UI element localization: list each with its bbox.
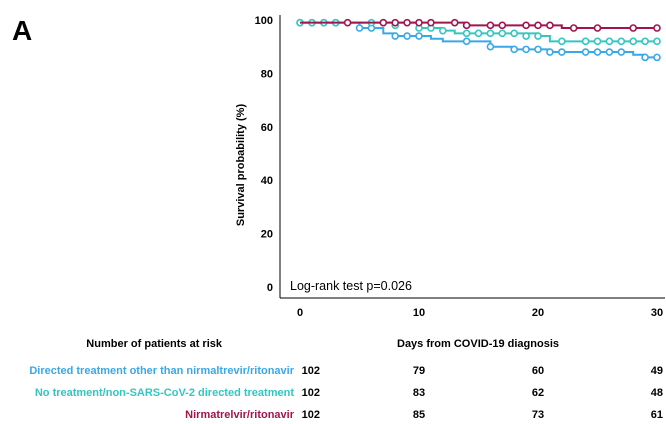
censor-marker bbox=[474, 29, 483, 38]
risk-row-label: No treatment/non-SARS-CoV-2 directed tre… bbox=[35, 387, 294, 399]
risk-value: 102 bbox=[302, 387, 320, 399]
risk-row-label: Directed treatment other than nirmaltrev… bbox=[29, 365, 294, 377]
censor-marker bbox=[534, 21, 542, 30]
risk-value: 102 bbox=[302, 409, 320, 421]
x-tick-label: 20 bbox=[532, 307, 544, 319]
censor-marker bbox=[653, 53, 661, 62]
censor-marker bbox=[557, 48, 566, 56]
risk-row-label: Nirmatrelvir/ritonavir bbox=[185, 409, 295, 421]
censor-marker bbox=[617, 37, 626, 46]
censor-marker bbox=[641, 37, 649, 46]
censor-marker bbox=[641, 53, 649, 62]
risk-value: 48 bbox=[651, 387, 663, 399]
censor-marker bbox=[605, 37, 614, 46]
censor-marker bbox=[391, 18, 400, 27]
censor-marker bbox=[581, 48, 590, 56]
censor-marker bbox=[546, 21, 554, 30]
plot-area bbox=[296, 18, 661, 62]
censor-marker bbox=[653, 37, 661, 46]
censor-marker bbox=[450, 18, 459, 27]
censor-marker bbox=[415, 18, 423, 27]
censor-marker bbox=[391, 32, 400, 40]
series-line bbox=[300, 21, 657, 30]
censor-marker bbox=[629, 37, 638, 46]
censor-marker bbox=[593, 24, 602, 32]
risk-table-title: Number of patients at risk bbox=[86, 338, 223, 350]
censor-marker bbox=[486, 42, 495, 51]
censor-marker bbox=[605, 48, 614, 56]
x-axis: 0 10 20 30 bbox=[280, 297, 665, 319]
censor-marker bbox=[498, 21, 507, 30]
censor-marker bbox=[427, 18, 435, 27]
censor-marker bbox=[379, 18, 388, 27]
y-axis-label: Survival probability (%) bbox=[235, 104, 247, 227]
censor-marker bbox=[653, 24, 661, 32]
censor-marker bbox=[462, 29, 471, 38]
y-tick-label: 40 bbox=[261, 175, 273, 187]
risk-value: 61 bbox=[651, 409, 663, 421]
risk-value: 60 bbox=[532, 365, 544, 377]
y-tick-label: 60 bbox=[261, 122, 273, 134]
censor-marker bbox=[486, 21, 495, 30]
y-tick-label: 100 bbox=[255, 15, 273, 27]
censor-marker bbox=[522, 45, 530, 54]
censor-marker bbox=[593, 37, 602, 46]
censor-marker bbox=[510, 29, 519, 38]
y-tick-label: 20 bbox=[261, 229, 273, 241]
censor-marker bbox=[462, 21, 471, 30]
censor-marker bbox=[557, 37, 566, 46]
censor-marker bbox=[486, 29, 495, 38]
logrank-annotation: Log-rank test p=0.026 bbox=[290, 279, 412, 293]
y-tick-label: 80 bbox=[261, 68, 273, 80]
x-axis-label: Days from COVID-19 diagnosis bbox=[397, 338, 559, 350]
censor-marker bbox=[546, 48, 554, 56]
risk-value: 73 bbox=[532, 409, 544, 421]
censor-marker bbox=[343, 18, 352, 27]
censor-marker bbox=[593, 48, 602, 56]
censor-marker bbox=[534, 32, 542, 40]
censor-marker bbox=[569, 24, 578, 32]
censor-marker bbox=[438, 26, 447, 35]
censor-marker bbox=[462, 37, 471, 46]
censor-marker bbox=[498, 29, 507, 38]
risk-value: 62 bbox=[532, 387, 544, 399]
risk-value: 102 bbox=[302, 365, 320, 377]
x-tick-label: 10 bbox=[413, 307, 425, 319]
censor-marker bbox=[581, 37, 590, 46]
risk-value: 83 bbox=[413, 387, 425, 399]
censor-marker bbox=[522, 32, 530, 40]
risk-value: 49 bbox=[651, 365, 663, 377]
panel-label: A bbox=[12, 15, 32, 46]
censor-marker bbox=[629, 24, 638, 32]
censor-marker bbox=[355, 24, 364, 32]
censor-marker bbox=[403, 18, 411, 27]
risk-table: Directed treatment other than nirmaltrev… bbox=[29, 365, 663, 421]
y-tick-label: 0 bbox=[267, 282, 273, 294]
series-group bbox=[300, 18, 661, 32]
risk-value: 79 bbox=[413, 365, 425, 377]
censor-marker bbox=[534, 45, 542, 54]
risk-value: 85 bbox=[413, 409, 425, 421]
y-axis: 0 20 40 60 80 100 bbox=[255, 15, 281, 298]
x-tick-label: 0 bbox=[297, 307, 303, 319]
censor-marker bbox=[403, 32, 411, 40]
censor-marker bbox=[415, 32, 423, 40]
x-tick-label: 30 bbox=[651, 307, 663, 319]
censor-marker bbox=[617, 48, 626, 56]
censor-marker bbox=[522, 21, 530, 30]
censor-marker bbox=[510, 45, 519, 54]
